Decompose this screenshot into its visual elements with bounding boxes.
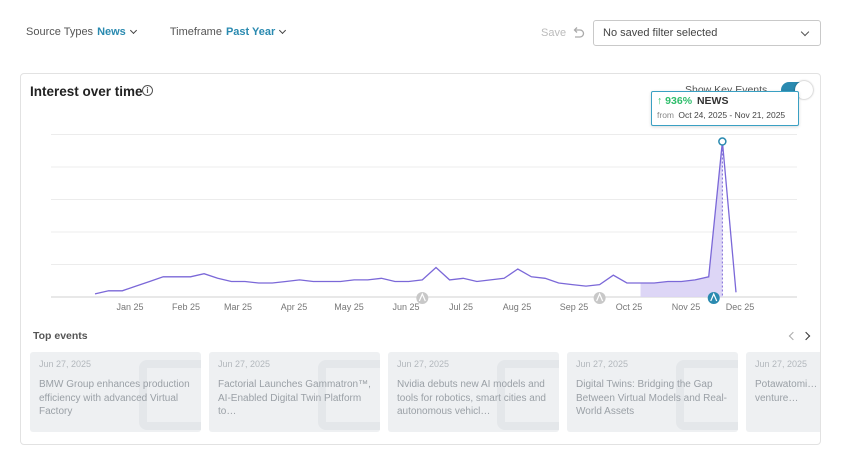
event-headline: BMW Group enhances production efficiency… <box>39 379 190 417</box>
event-headline: Factorial Launches Gammatron™, AI-Enable… <box>218 379 371 417</box>
event-card[interactable]: Jun 27, 2025 Nvidia debuts new AI models… <box>388 352 559 432</box>
x-tick-label: Jun 25 <box>392 302 419 312</box>
x-tick-label: Apr 25 <box>281 302 308 312</box>
toggle-knob <box>795 81 813 99</box>
save-button[interactable]: Save <box>541 27 567 39</box>
x-tick-label: Oct 25 <box>616 302 643 312</box>
timeframe-value: Past Year <box>225 26 276 38</box>
event-headline: Digital Twins: Bridging the Gap Between … <box>576 379 728 417</box>
source-types-label: Source Types <box>26 26 94 38</box>
chevron-down-icon <box>129 26 137 35</box>
tooltip-range: Oct 24, 2025 - Nov 21, 2025 <box>678 110 786 120</box>
event-date: Jun 27, 2025 <box>755 359 808 369</box>
tooltip-label: NEWS <box>696 95 729 107</box>
tooltip-from-label: from <box>657 110 674 120</box>
info-icon[interactable]: i <box>142 85 153 96</box>
x-tick-label: Aug 25 <box>503 302 532 312</box>
top-events-carousel: Jun 27, 2025 BMW Group enhances producti… <box>30 352 820 432</box>
card-title: Interest over time <box>30 84 143 99</box>
event-date: Jun 27, 2025 <box>218 359 271 369</box>
undo-icon[interactable] <box>571 26 585 40</box>
peak-point <box>718 137 727 146</box>
event-card[interactable]: Jun 27, 2025 Digital Twins: Bridging the… <box>567 352 738 432</box>
timeframe-label: Timeframe <box>169 26 222 38</box>
timeframe-filter[interactable]: Timeframe Past Year <box>169 26 287 38</box>
interest-over-time-card: Interest over time i Show Key Events Jan… <box>20 73 821 445</box>
filter-bar: Source Types News Timeframe Past Year <box>26 26 319 38</box>
key-event-icon <box>418 292 426 302</box>
x-tick-label: Jul 25 <box>449 302 473 312</box>
event-headline: Nvidia debuts new AI models and tools fo… <box>397 379 546 417</box>
peak-event-icon <box>710 292 718 302</box>
source-types-filter[interactable]: Source Types News <box>26 26 137 38</box>
event-date: Jun 27, 2025 <box>397 359 450 369</box>
news-watermark-icon <box>139 360 201 430</box>
x-tick-label: Sep 25 <box>560 302 589 312</box>
chevron-down-icon <box>279 26 287 35</box>
event-date: Jun 27, 2025 <box>39 359 92 369</box>
x-tick-label: Feb 25 <box>172 302 200 312</box>
arrow-up-icon: ↑ <box>657 95 663 107</box>
chevron-left-icon[interactable] <box>788 331 798 341</box>
event-headline: Potawatomi… and UltiSim… joint venture… <box>755 379 820 404</box>
saved-filter-select[interactable]: No saved filter selected <box>593 20 821 46</box>
key-event-icon <box>596 292 604 302</box>
x-tick-label: Mar 25 <box>224 302 252 312</box>
peak-tooltip: ↑ 936% NEWS from Oct 24, 2025 - Nov 21, … <box>651 91 799 126</box>
saved-filter-value: No saved filter selected <box>603 27 718 39</box>
x-tick-label: Nov 25 <box>672 302 701 312</box>
series-line <box>94 141 737 295</box>
event-date: Jun 27, 2025 <box>576 359 629 369</box>
top-events-title: Top events <box>33 330 88 342</box>
event-card[interactable]: Jun 27, 2025 Factorial Launches Gammatro… <box>209 352 380 432</box>
x-tick-label: Dec 25 <box>726 302 755 312</box>
source-types-value: News <box>97 26 126 38</box>
news-watermark-icon <box>497 360 559 430</box>
news-watermark-icon <box>318 360 380 430</box>
x-tick-label: May 25 <box>334 302 364 312</box>
tooltip-percent: 936% <box>665 95 693 107</box>
highlight-area <box>640 141 723 297</box>
news-watermark-icon <box>676 360 738 430</box>
event-card[interactable]: Jun 27, 2025 Potawatomi… and UltiSim… jo… <box>746 352 820 432</box>
interest-chart: Jan 25 Feb 25 Mar 25 Apr 25 May 25 Jun 25 Jul … <box>51 134 797 312</box>
event-card[interactable]: Jun 27, 2025 BMW Group enhances producti… <box>30 352 201 432</box>
chevron-down-icon <box>800 27 810 37</box>
x-tick-label: Jan 25 <box>116 302 143 312</box>
chevron-right-icon[interactable] <box>801 331 811 341</box>
